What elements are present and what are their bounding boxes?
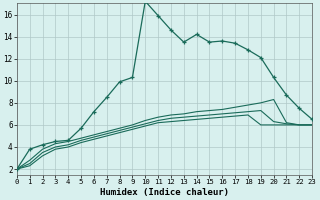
X-axis label: Humidex (Indice chaleur): Humidex (Indice chaleur) (100, 188, 229, 197)
